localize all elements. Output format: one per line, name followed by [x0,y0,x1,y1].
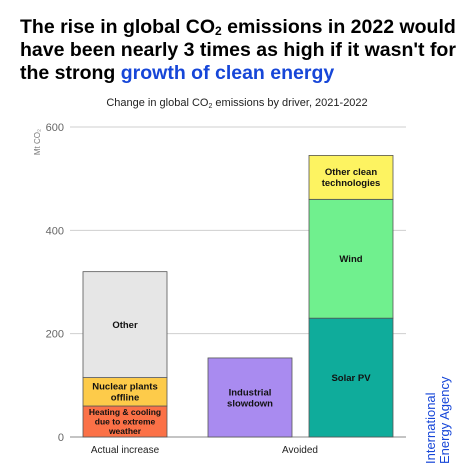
bar-segment [82,377,168,407]
headline-part1: The rise in global CO [20,16,216,38]
segment-label: Industrial slowdown [227,387,273,409]
y-axis-label: Mt CO₂ [33,129,42,155]
chart-title: Change in global CO2 emissions by driver… [0,97,474,110]
chart-title-part2: emissions by driver, 2021-2022 [212,97,368,109]
segment-label: Other [112,320,138,331]
iea-watermark: International Energy Agency [423,374,454,464]
y-tick-label: 400 [46,225,64,237]
y-tick-label: 0 [58,432,64,444]
headline: The rise in global CO2 emissions in 2022… [20,16,460,85]
bar-segment [207,357,293,438]
bar-segment [82,271,168,378]
iea-brand-name: International Energy Agency [423,376,452,464]
bar-segment [308,317,394,438]
y-tick-label: 600 [46,122,64,134]
segment-label: Heating & cooling due to extreme weather [89,407,161,436]
x-category-label: Actual increase [91,445,160,456]
x-category-label: Avoided [282,445,318,456]
chart-title-subscript: 2 [208,103,213,110]
headline-accent: growth of clean energy [120,62,335,84]
y-tick-label: 200 [46,329,64,341]
segment-label: Other clean technologies [322,167,381,189]
headline-subscript: 2 [215,24,222,38]
bar-segment [308,155,394,200]
segment-label: Wind [339,254,362,265]
segment-label: Nuclear plants offline [92,382,157,404]
bar-segment [308,198,394,319]
chart-title-part1: Change in global CO [106,97,209,109]
headline-part2: emissions in 2022 would have been nearly… [20,16,456,84]
segment-label: Solar PV [331,373,371,384]
